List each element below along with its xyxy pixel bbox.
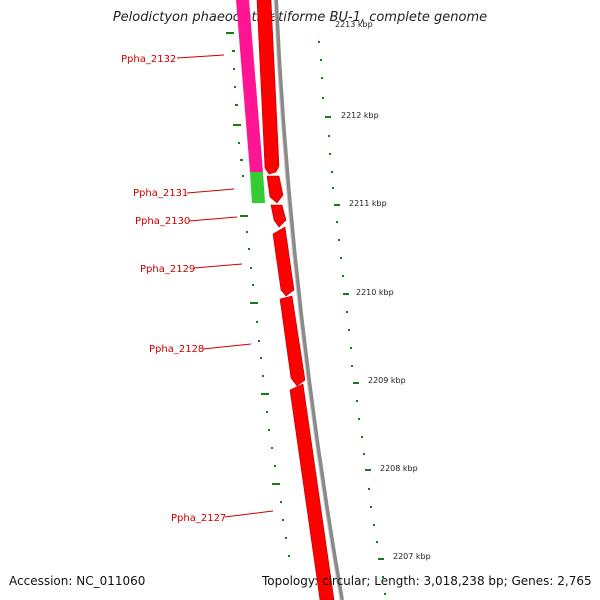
cds-arrow-ppha-2127 xyxy=(289,383,335,600)
scale-tick-label: 2211 kbp xyxy=(349,199,387,208)
backbone-layer xyxy=(273,0,344,600)
backbone-highlight xyxy=(273,0,341,600)
scale-tick-label: 2209 kbp xyxy=(368,376,406,385)
scale-layer: 2213 kbp 2212 kbp 2211 kbp 2210 kbp 2209 kbp… xyxy=(335,20,431,561)
gene-label: Ppha_2132 xyxy=(121,54,176,65)
feature-layer xyxy=(236,0,335,600)
scale-tick-label: 2213 kbp xyxy=(335,20,373,29)
gene-label: Ppha_2130 xyxy=(135,216,190,227)
gene-leader-line xyxy=(176,54,225,59)
cds-arrow-ppha-2128 xyxy=(279,295,306,387)
accession-text: Accession: NC_011060 xyxy=(9,574,146,588)
gene-label: Ppha_2127 xyxy=(171,513,226,524)
feature-green-strip xyxy=(250,172,265,203)
scale-tick-label: 2210 kbp xyxy=(356,288,394,297)
cds-arrow-ppha-2131 xyxy=(266,175,284,204)
genome-summary-text: Topology: circular; Length: 3,018,238 bp… xyxy=(262,574,592,588)
gene-label: Ppha_2131 xyxy=(133,188,188,199)
gene-leader-line xyxy=(202,343,252,350)
scale-tick-label: 2207 kbp xyxy=(393,552,431,561)
gene-leader-line xyxy=(186,188,235,194)
gene-label-layer: Ppha_2132 Ppha_2131 Ppha_2130 Ppha_2129 Ppha… xyxy=(121,54,274,524)
cds-arrow-ppha-2130 xyxy=(270,204,287,228)
scale-tick-label: 2208 kbp xyxy=(380,464,418,473)
cds-arrow-ppha-2129 xyxy=(272,226,295,297)
gene-label: Ppha_2128 xyxy=(149,344,204,355)
feature-pink-strip xyxy=(236,0,263,172)
scale-tick-label: 2212 kbp xyxy=(341,111,379,120)
genome-backbone xyxy=(274,0,344,600)
gene-leader-line xyxy=(193,263,243,269)
cds-arrow-ppha-2132 xyxy=(256,0,280,175)
gc-ticks-layer xyxy=(226,32,386,595)
gene-leader-line xyxy=(188,216,238,222)
gene-label: Ppha_2129 xyxy=(140,264,195,275)
map-title: Pelodictyon phaeoclathratiforme BU-1, co… xyxy=(112,10,488,25)
gene-leader-line xyxy=(224,510,274,518)
